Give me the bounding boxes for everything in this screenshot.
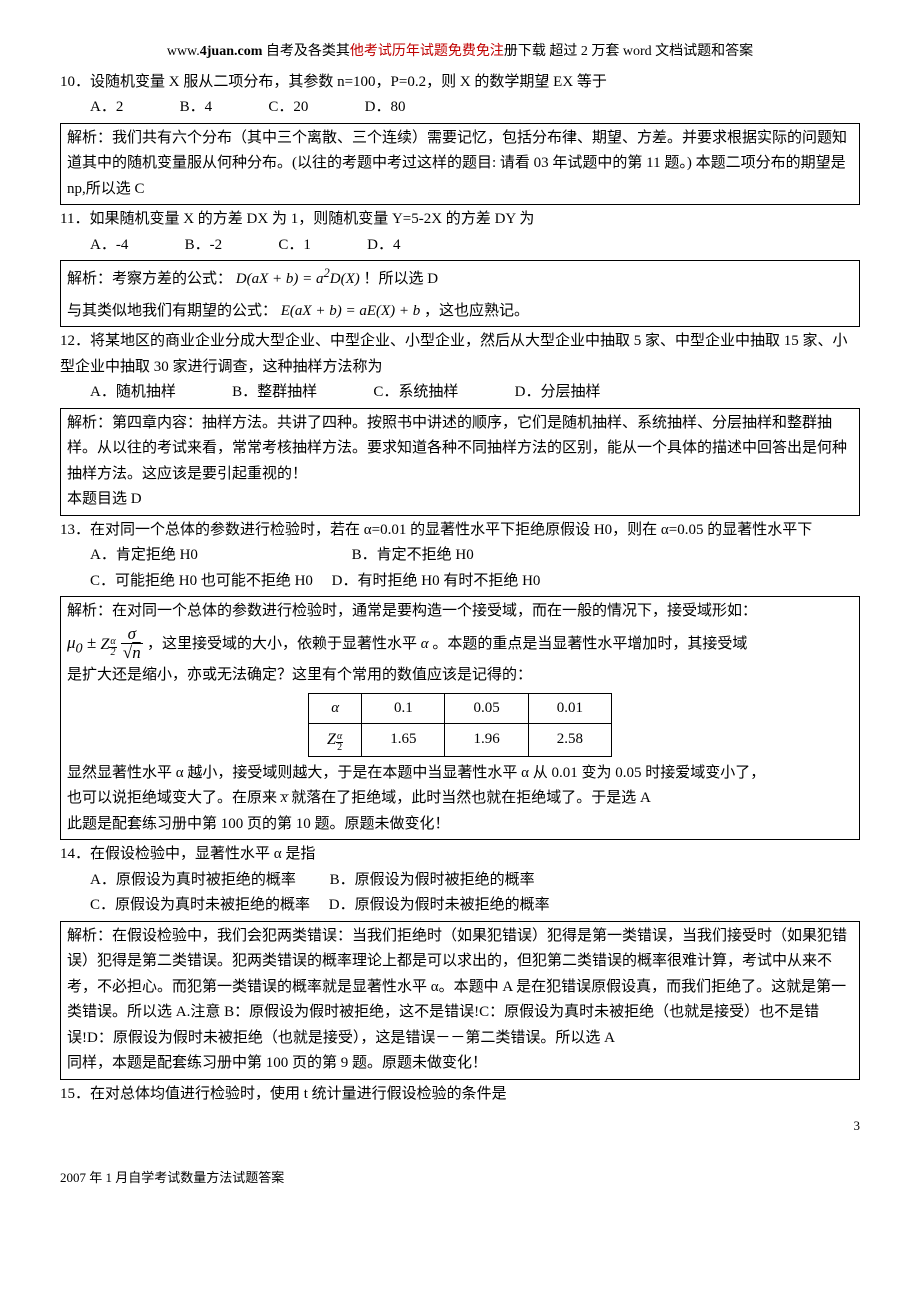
explain-11: 解析：考察方差的公式： D(aX + b) = a2D(X) ！所以选 D 与其…	[60, 260, 860, 327]
page-header: www.4juan.com 自考及各类其他考试历年试题免费免注册下载 超过 2 …	[60, 40, 860, 64]
tbl-alpha: α	[331, 700, 339, 716]
xbar: —x	[277, 790, 291, 806]
opt-13B: B．肯定不拒绝 H0	[352, 543, 474, 569]
opt-12A: A．随机抽样	[90, 380, 176, 406]
opt-10B: B．4	[180, 95, 213, 121]
tbl-v3: 2.58	[528, 724, 611, 757]
tbl-v1: 1.65	[362, 724, 445, 757]
opt-12C: C．系统抽样	[373, 380, 458, 406]
opt-11D: D．4	[367, 233, 400, 259]
explain-12-text: 解析：第四章内容：抽样方法。共讲了四种。按照书中讲述的顺序，它们是随机抽样、系统…	[67, 411, 853, 488]
explain-14-text: 解析：在假设检验中，我们会犯两类错误：当我们拒绝时（如果犯错误）犯得是第一类错误…	[67, 924, 853, 1052]
opt-12B: B．整群抽样	[232, 380, 317, 406]
formula-ci: μ0 ± Zα2 σ√n	[67, 633, 147, 652]
question-11: 11．如果随机变量 X 的方差 DX 为 1，则随机变量 Y=5-2X 的方差 …	[60, 207, 860, 233]
opt-11C: C．1	[278, 233, 311, 259]
opt-11B: B．-2	[185, 233, 223, 259]
alpha-sym: α	[417, 636, 432, 652]
explain-11-line2: 与其类似地我们有期望的公式： E(aX + b) = aE(X) + b ，这也…	[67, 299, 853, 325]
options-11: A．-4 B．-2 C．1 D．4	[60, 233, 860, 259]
options-12: A．随机抽样 B．整群抽样 C．系统抽样 D．分层抽样	[60, 380, 860, 406]
options-13a: A．肯定拒绝 H0 B．肯定不拒绝 H0	[60, 543, 860, 569]
explain-14-text2: 同样，本题是配套练习册中第 100 页的第 9 题。原题未做变化！	[67, 1051, 853, 1077]
opt-10C: C．20	[268, 95, 308, 121]
options-14b: C．原假设为真时未被拒绝的概率 D．原假设为假时未被拒绝的概率	[60, 893, 860, 919]
tbl-z: Zα2	[309, 724, 362, 757]
opt-14A: A．原假设为真时被拒绝的概率	[90, 868, 296, 894]
header-highlight: 他考试历年试题免费免注	[350, 44, 504, 59]
options-14a: A．原假设为真时被拒绝的概率 B．原假设为假时被拒绝的概率	[60, 868, 860, 894]
explain-13-6: 此题是配套练习册中第 100 页的第 10 题。原题未做变化！	[67, 812, 853, 838]
opt-10A: A．2	[90, 95, 123, 121]
header-text-1: 自考及各类其	[262, 44, 350, 59]
explain-13-3: 是扩大还是缩小，亦或无法确定？这里有个常用的数值应该是记得的：	[67, 663, 853, 689]
explain-12: 解析：第四章内容：抽样方法。共讲了四种。按照书中讲述的顺序，它们是随机抽样、系统…	[60, 408, 860, 516]
opt-13C: C．可能拒绝 H0 也可能不拒绝 H0	[90, 569, 313, 595]
opt-12D: D．分层抽样	[515, 380, 601, 406]
formula-exp: E(aX + b) = aE(X) + b	[281, 303, 421, 319]
opt-13A: A．肯定拒绝 H0	[90, 543, 198, 569]
question-15: 15．在对总体均值进行检验时，使用 t 统计量进行假设检验的条件是	[60, 1082, 860, 1108]
formula-var: D(aX + b) = a2D(X)	[236, 271, 360, 287]
opt-14D: D．原假设为假时未被拒绝的概率	[329, 893, 550, 919]
header-domain: 4juan.com	[200, 44, 263, 59]
header-text-2: 册下载 超过 2 万套 word 文档试题和答案	[504, 44, 753, 59]
page-footer: 2007 年 1 月自学考试数量方法试题答案	[60, 1167, 860, 1189]
explain-13-4: 显然显著性水平 α 越小，接受域则越大，于是在本题中当显著性水平 α 从 0.0…	[67, 761, 853, 787]
explain-13: 解析：在对同一个总体的参数进行检验时，通常是要构造一个接受域，而在一般的情况下，…	[60, 596, 860, 840]
explain-13-2: μ0 ± Zα2 σ√n ，这里接受域的大小，依赖于显著性水平 α 。本题的重点…	[67, 625, 853, 663]
opt-14C: C．原假设为真时未被拒绝的概率	[90, 893, 310, 919]
opt-14B: B．原假设为假时被拒绝的概率	[330, 868, 535, 894]
explain-12-ans: 本题目选 D	[67, 487, 853, 513]
explain-13-1: 解析：在对同一个总体的参数进行检验时，通常是要构造一个接受域，而在一般的情况下，…	[67, 599, 853, 625]
question-13: 13．在对同一个总体的参数进行检验时，若在 α=0.01 的显著性水平下拒绝原假…	[60, 518, 860, 544]
header-url-prefix: www.	[167, 44, 200, 59]
explain-14: 解析：在假设检验中，我们会犯两类错误：当我们拒绝时（如果犯错误）犯得是第一类错误…	[60, 921, 860, 1080]
opt-13D: D．有时拒绝 H0 有时不拒绝 H0	[332, 569, 541, 595]
question-10: 10．设随机变量 X 服从二项分布，其参数 n=100，P=0.2，则 X 的数…	[60, 70, 860, 96]
question-12: 12．将某地区的商业企业分成大型企业、中型企业、小型企业，然后从大型企业中抽取 …	[60, 329, 860, 380]
tbl-h4: 0.01	[528, 693, 611, 724]
explain-10: 解析：我们共有六个分布（其中三个离散、三个连续）需要记忆，包括分布律、期望、方差…	[60, 123, 860, 206]
options-10: A．2 B．4 C．20 D．80	[60, 95, 860, 121]
options-13b: C．可能拒绝 H0 也可能不拒绝 H0 D．有时拒绝 H0 有时不拒绝 H0	[60, 569, 860, 595]
explain-11-line1: 解析：考察方差的公式： D(aX + b) = a2D(X) ！所以选 D	[67, 263, 853, 293]
opt-10D: D．80	[365, 95, 406, 121]
tbl-v2: 1.96	[445, 724, 528, 757]
opt-11A: A．-4	[90, 233, 128, 259]
page-number: 3	[60, 1115, 860, 1137]
z-table: α 0.1 0.05 0.01 Zα2 1.65 1.96 2.58	[308, 693, 612, 757]
tbl-h3: 0.05	[445, 693, 528, 724]
explain-13-5: 也可以说拒绝域变大了。在原来 —x 就落在了拒绝域，此时当然也就在拒绝域了。于是…	[67, 786, 853, 812]
tbl-h2: 0.1	[362, 693, 445, 724]
question-14: 14．在假设检验中，显著性水平 α 是指	[60, 842, 860, 868]
